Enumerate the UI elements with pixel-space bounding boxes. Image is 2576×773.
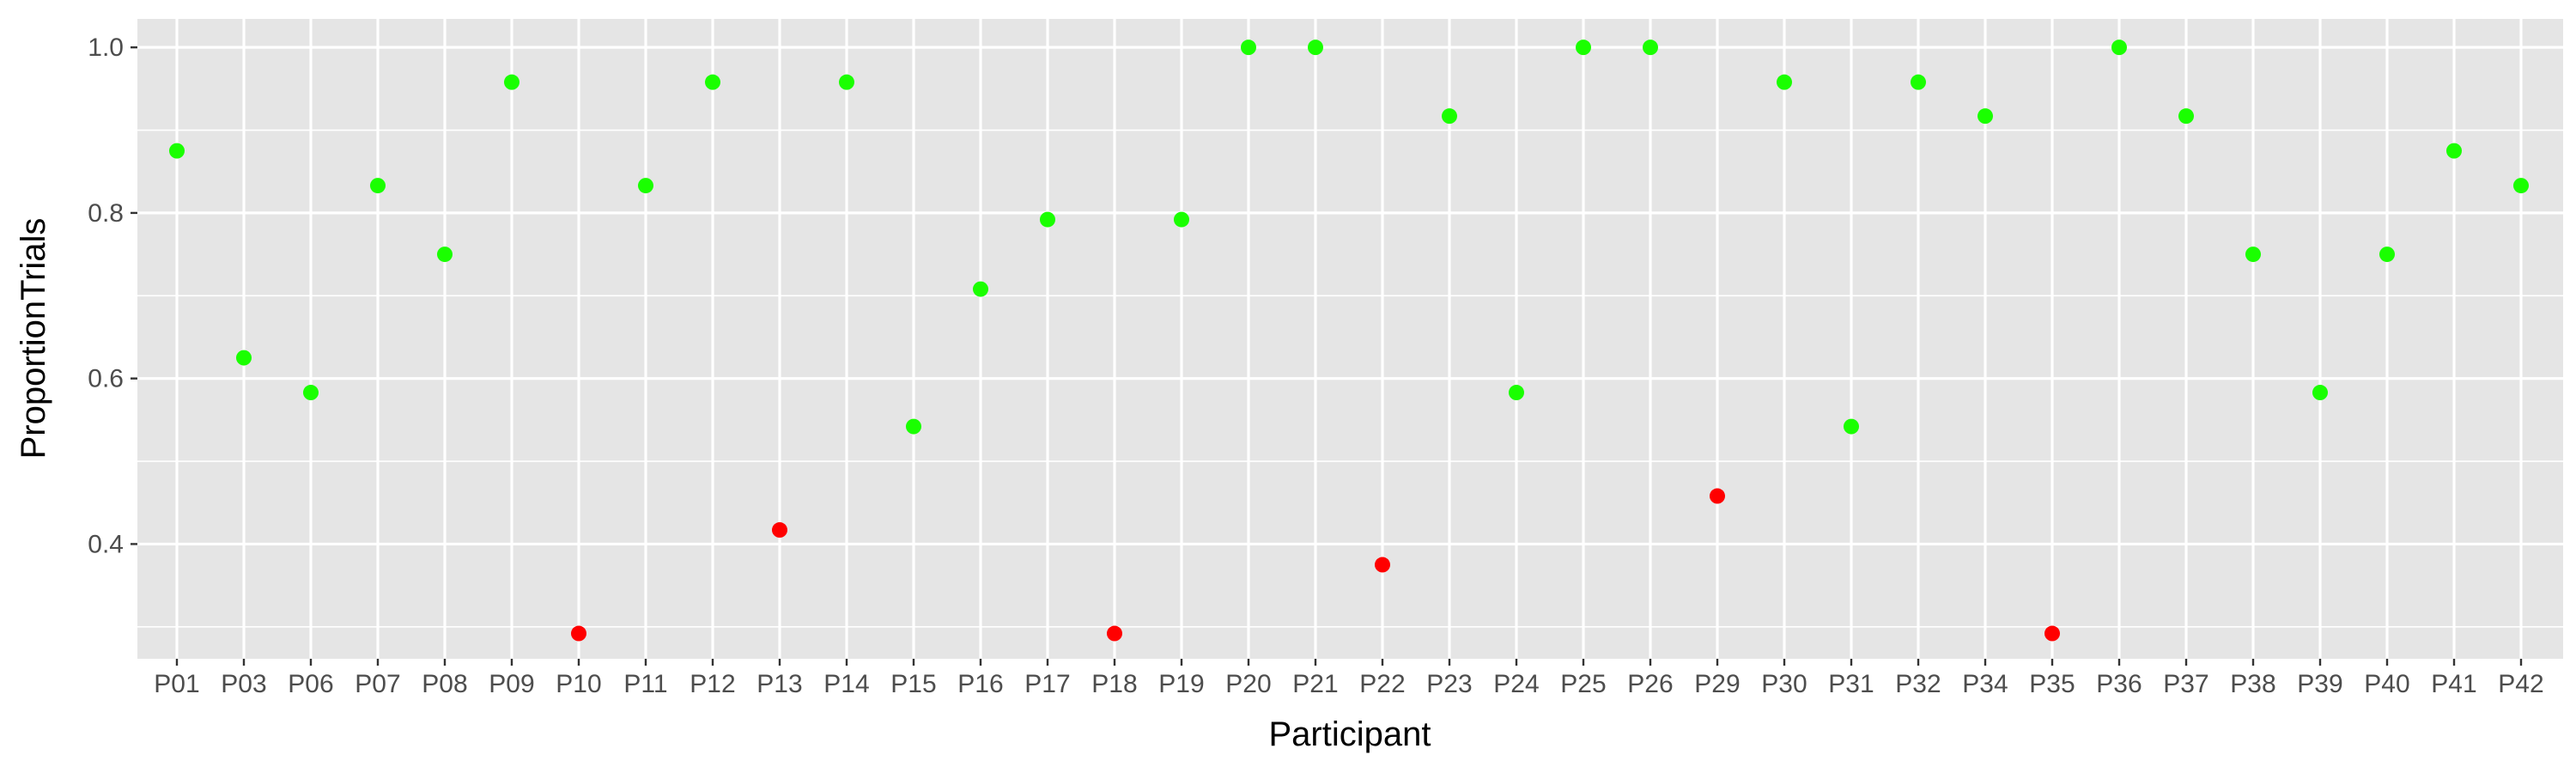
data-point-p37 xyxy=(2178,108,2194,125)
data-points xyxy=(169,40,2529,642)
x-tick-label: P24 xyxy=(1493,670,1539,698)
data-point-p32 xyxy=(1911,74,1926,90)
data-point-p12 xyxy=(705,74,720,90)
grid-minor xyxy=(137,129,2563,628)
data-point-p39 xyxy=(2312,385,2328,401)
x-tick-label: P08 xyxy=(422,670,467,698)
x-tick-label: P18 xyxy=(1091,670,1137,698)
data-point-p35 xyxy=(2044,625,2060,642)
data-point-p10 xyxy=(571,625,586,642)
x-tick-label: P06 xyxy=(288,670,333,698)
x-tick-label: P13 xyxy=(756,670,802,698)
x-tick-label: P17 xyxy=(1024,670,1070,698)
x-tick-label: P41 xyxy=(2431,670,2476,698)
x-tick-label: P03 xyxy=(221,670,266,698)
data-point-p31 xyxy=(1844,418,1859,435)
x-tick-label: P01 xyxy=(154,670,199,698)
data-point-p41 xyxy=(2446,143,2462,159)
x-axis-title: Participant xyxy=(1269,715,1431,753)
x-tick-label: P36 xyxy=(2096,670,2142,698)
data-point-p26 xyxy=(1643,40,1658,56)
data-point-p08 xyxy=(437,247,453,263)
data-point-p23 xyxy=(1442,108,1457,125)
x-tick-label: P07 xyxy=(355,670,400,698)
data-point-p19 xyxy=(1174,211,1189,228)
data-point-p01 xyxy=(169,143,185,159)
x-tick-label: P40 xyxy=(2364,670,2409,698)
x-tick-label: P22 xyxy=(1359,670,1405,698)
data-point-p40 xyxy=(2379,247,2395,263)
data-point-p06 xyxy=(303,385,319,401)
data-point-p29 xyxy=(1710,488,1725,504)
data-point-p14 xyxy=(839,74,854,90)
x-tick-label: P42 xyxy=(2498,670,2543,698)
x-tick-label: P32 xyxy=(1895,670,1941,698)
x-tick-label: P29 xyxy=(1694,670,1740,698)
x-tick-label: P37 xyxy=(2163,670,2208,698)
data-point-p25 xyxy=(1576,40,1591,56)
data-point-p09 xyxy=(504,74,519,90)
x-tick-label: P16 xyxy=(957,670,1003,698)
x-tick-label: P14 xyxy=(823,670,869,698)
x-tick-label: P19 xyxy=(1158,670,1204,698)
y-tick-label: 0.6 xyxy=(88,365,124,393)
data-point-p18 xyxy=(1107,625,1122,642)
data-point-p03 xyxy=(236,350,252,366)
grid-major xyxy=(137,19,2563,659)
x-tick-label: P30 xyxy=(1761,670,1807,698)
plot-panel xyxy=(137,19,2563,659)
data-point-p11 xyxy=(638,178,653,194)
x-tick-label: P12 xyxy=(690,670,735,698)
data-point-p13 xyxy=(772,522,787,539)
data-point-p07 xyxy=(370,178,386,194)
data-point-p15 xyxy=(906,418,921,435)
x-tick-label: P11 xyxy=(623,670,667,698)
x-tick-label: P26 xyxy=(1627,670,1673,698)
x-tick-label: P38 xyxy=(2230,670,2275,698)
x-tick-label: P15 xyxy=(890,670,936,698)
data-point-p24 xyxy=(1509,385,1524,401)
data-point-p21 xyxy=(1308,40,1323,56)
x-tick-label: P34 xyxy=(1962,670,2008,698)
x-tick-label: P35 xyxy=(2029,670,2075,698)
data-point-p38 xyxy=(2245,247,2261,263)
data-point-p17 xyxy=(1040,211,1055,228)
y-axis-title: ProportionTrials xyxy=(15,218,52,460)
x-tick-label: P23 xyxy=(1426,670,1472,698)
data-point-p20 xyxy=(1241,40,1256,56)
x-tick-label: P20 xyxy=(1225,670,1271,698)
data-point-p30 xyxy=(1777,74,1792,90)
data-point-p34 xyxy=(1978,108,1993,125)
y-tick-label: 1.0 xyxy=(88,33,124,62)
data-point-p22 xyxy=(1375,557,1390,573)
x-tick-label: P31 xyxy=(1828,670,1874,698)
y-tick-label: 0.4 xyxy=(88,530,124,558)
x-tick-label: P21 xyxy=(1292,670,1338,698)
x-tick-label: P09 xyxy=(489,670,534,698)
x-tick-label: P25 xyxy=(1560,670,1606,698)
x-axis-ticks: P01 P03 P06 P07 P08 P09 P10 P11 P12 P13 P14 P15 P16 P… xyxy=(154,659,2544,698)
data-point-p16 xyxy=(973,281,988,297)
data-point-p42 xyxy=(2513,178,2529,194)
data-point-p36 xyxy=(2111,40,2127,56)
y-axis-ticks: 0.4 0.6 0.8 1.0 xyxy=(88,33,137,558)
x-tick-label: P39 xyxy=(2297,670,2342,698)
x-tick-label: P10 xyxy=(556,670,601,698)
y-tick-label: 0.8 xyxy=(88,199,124,228)
